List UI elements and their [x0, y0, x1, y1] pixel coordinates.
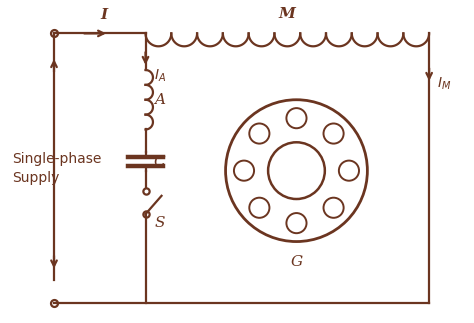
Text: I: I	[101, 8, 108, 22]
Text: M: M	[279, 6, 296, 21]
Text: G: G	[291, 255, 302, 269]
Text: $I_M$: $I_M$	[438, 76, 452, 92]
Text: $I_A$: $I_A$	[154, 68, 166, 84]
Text: C: C	[154, 154, 165, 169]
Text: Single-phase
Supply: Single-phase Supply	[12, 151, 101, 185]
Text: S: S	[155, 216, 165, 230]
Text: A: A	[154, 93, 165, 107]
